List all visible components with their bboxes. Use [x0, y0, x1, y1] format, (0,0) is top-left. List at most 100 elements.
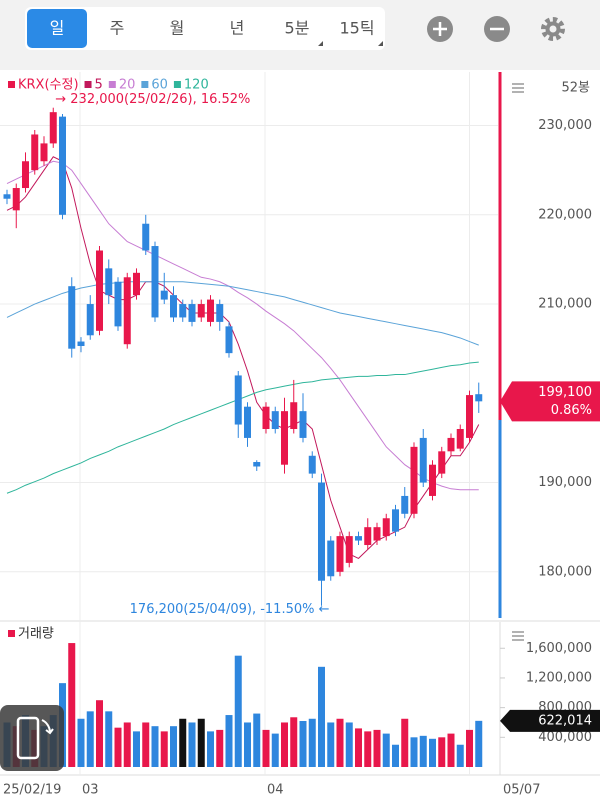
legend-entry: 60 — [151, 78, 168, 93]
volume-bar — [336, 718, 344, 767]
candle-body — [364, 527, 372, 546]
legend-swatch — [173, 81, 181, 88]
candle-body — [3, 194, 11, 199]
period-tab[interactable]: 5분 — [285, 19, 310, 38]
candle-body — [12, 188, 20, 211]
candle-body — [308, 455, 316, 474]
candle-body — [345, 536, 353, 563]
candle-body — [262, 406, 270, 430]
price-annotation: 176,200(25/04/09), -11.50% ← — [130, 602, 330, 617]
volume-bar — [179, 718, 187, 767]
candle-body — [68, 286, 76, 349]
volume-bar — [271, 733, 279, 767]
bars-count: 52봉 — [561, 81, 590, 96]
x-tick-label: 25/02/19 — [3, 783, 61, 798]
volume-bar — [244, 722, 251, 767]
legend-swatch — [141, 81, 149, 88]
x-tick-label: 04 — [267, 783, 284, 798]
y-tick-label: 190,000 — [538, 475, 592, 490]
candle-body — [244, 406, 251, 438]
volume-bar — [456, 744, 464, 767]
legend-title: 거래량 — [18, 627, 54, 642]
period-tab[interactable]: 15틱 — [339, 19, 374, 38]
candle-body — [373, 527, 381, 541]
volume-bar — [382, 733, 390, 767]
candle-body — [429, 464, 436, 496]
candle-body — [59, 116, 66, 215]
volume-bar — [262, 729, 270, 767]
candle-body — [188, 304, 196, 322]
volume-bar — [105, 711, 113, 767]
volume-bar — [392, 744, 399, 767]
settings-button[interactable] — [541, 17, 565, 41]
volume-bar — [207, 731, 214, 767]
candle-body — [318, 482, 325, 581]
legend-entry: 5 — [95, 78, 103, 93]
candle-body — [31, 134, 39, 171]
candle-body — [281, 411, 288, 465]
candle-body — [207, 299, 214, 322]
volume-bar — [410, 737, 418, 767]
volume-bar — [123, 722, 131, 767]
rotate-screen-button[interactable] — [0, 705, 64, 771]
volume-bar — [170, 726, 177, 767]
period-tab[interactable]: 일 — [50, 19, 65, 38]
candle-body — [197, 304, 205, 318]
volume-bar — [299, 720, 307, 767]
volume-bar — [281, 722, 288, 767]
candle-body — [410, 446, 418, 514]
volume-bar — [216, 729, 224, 767]
price-annotation: → 232,000(25/02/26), 16.52% — [55, 92, 250, 107]
moving-average-line — [6, 361, 479, 494]
candle-body — [49, 112, 57, 144]
moving-average-line — [6, 156, 480, 560]
plot-area: 180,000 190,000 210,000 220,000 230,000 400,0… — [0, 72, 600, 798]
y-tick-label: 1,600,000 — [526, 641, 592, 656]
candle-body — [253, 462, 261, 467]
candle-body — [179, 304, 187, 318]
candle-body — [40, 143, 48, 162]
candle-body — [355, 536, 362, 541]
volume-bar — [68, 643, 76, 767]
volume-bar — [133, 731, 140, 767]
candle-body — [466, 395, 473, 438]
price-badge-value: 199,100 — [538, 385, 592, 400]
y-tick-label: 220,000 — [538, 207, 592, 222]
price-badge — [500, 381, 600, 422]
volume-bar — [345, 722, 353, 767]
candle-body — [170, 295, 177, 318]
candle-body — [234, 375, 242, 425]
period-tabs — [25, 7, 385, 50]
volume-menu-icon[interactable] — [512, 631, 524, 641]
candle-body — [151, 246, 159, 318]
candle-body — [327, 540, 335, 577]
volume-bar — [225, 715, 233, 767]
volume-bar — [160, 731, 168, 767]
candle-body — [133, 272, 140, 296]
candle-body — [438, 451, 446, 474]
period-tab[interactable]: 월 — [170, 19, 185, 38]
candle-body — [86, 304, 94, 336]
candle-body — [336, 536, 344, 572]
volume-bar — [429, 738, 436, 767]
y-tick-label: 210,000 — [538, 297, 592, 312]
volume-bar — [86, 711, 94, 767]
candle-body — [419, 437, 427, 483]
price-menu-icon[interactable] — [512, 83, 524, 93]
y-tick-label: 400,000 — [538, 730, 592, 745]
legend-entry: 120 — [184, 78, 209, 93]
volume-bar — [355, 728, 362, 767]
legend-swatch — [84, 81, 92, 88]
volume-bar — [364, 731, 372, 767]
volume-bar — [77, 718, 85, 767]
candle-body — [401, 495, 409, 514]
period-tab[interactable]: 년 — [230, 19, 245, 38]
moving-average-line — [6, 281, 479, 346]
volume-bar — [188, 722, 196, 767]
volume-bar — [234, 655, 242, 767]
zoom-out-button[interactable] — [484, 16, 510, 42]
zoom-in-button[interactable] — [427, 16, 453, 42]
period-tab[interactable]: 주 — [110, 19, 125, 38]
candle-body — [22, 161, 29, 189]
